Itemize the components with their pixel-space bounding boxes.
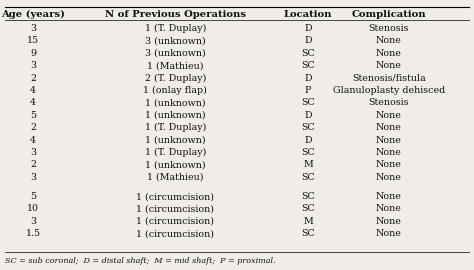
Text: D: D — [304, 73, 312, 83]
Text: 3: 3 — [30, 61, 36, 70]
Text: 3 (unknown): 3 (unknown) — [145, 49, 206, 58]
Text: 3 (unknown): 3 (unknown) — [145, 36, 206, 45]
Text: 2: 2 — [30, 160, 36, 170]
Text: 4: 4 — [30, 86, 36, 95]
Text: Glanuloplasty dehisced: Glanuloplasty dehisced — [333, 86, 445, 95]
Text: None: None — [376, 217, 401, 226]
Text: SC: SC — [301, 173, 315, 182]
Text: 1 (T. Duplay): 1 (T. Duplay) — [145, 123, 206, 132]
Text: None: None — [376, 148, 401, 157]
Text: SC: SC — [301, 123, 315, 132]
Text: None: None — [376, 204, 401, 214]
Text: SC: SC — [301, 98, 315, 107]
Text: 2 (T. Duplay): 2 (T. Duplay) — [145, 73, 206, 83]
Text: None: None — [376, 136, 401, 145]
Text: 1 (Mathieu): 1 (Mathieu) — [147, 173, 204, 182]
Text: SC: SC — [301, 49, 315, 58]
Text: P: P — [305, 86, 311, 95]
Text: None: None — [376, 111, 401, 120]
Text: 1 (circumcision): 1 (circumcision) — [137, 229, 214, 238]
Text: 1 (T. Duplay): 1 (T. Duplay) — [145, 24, 206, 33]
Text: 1.5: 1.5 — [26, 229, 41, 238]
Text: None: None — [376, 173, 401, 182]
Text: 3: 3 — [30, 217, 36, 226]
Text: 1 (unknown): 1 (unknown) — [145, 160, 206, 170]
Text: SC: SC — [301, 148, 315, 157]
Text: 2: 2 — [30, 73, 36, 83]
Text: 3: 3 — [30, 24, 36, 33]
Text: None: None — [376, 160, 401, 170]
Text: None: None — [376, 192, 401, 201]
Text: 15: 15 — [27, 36, 39, 45]
Text: 2: 2 — [30, 123, 36, 132]
Text: 1 (circumcision): 1 (circumcision) — [137, 204, 214, 214]
Text: 4: 4 — [30, 98, 36, 107]
Text: 1 (circumcision): 1 (circumcision) — [137, 217, 214, 226]
Text: None: None — [376, 49, 401, 58]
Text: D: D — [304, 24, 312, 33]
Text: None: None — [376, 229, 401, 238]
Text: SC: SC — [301, 229, 315, 238]
Text: 10: 10 — [27, 204, 39, 214]
Text: Stenosis: Stenosis — [368, 24, 409, 33]
Text: Age (years): Age (years) — [1, 10, 65, 19]
Text: M: M — [303, 217, 313, 226]
Text: N of Previous Operations: N of Previous Operations — [105, 10, 246, 19]
Text: SC = sub coronal;  D = distal shaft;  M = mid shaft;  P = proximal.: SC = sub coronal; D = distal shaft; M = … — [5, 257, 275, 265]
Text: 1 (unknown): 1 (unknown) — [145, 98, 206, 107]
Text: SC: SC — [301, 192, 315, 201]
Text: D: D — [304, 36, 312, 45]
Text: SC: SC — [301, 61, 315, 70]
Text: 9: 9 — [30, 49, 36, 58]
Text: 1 (onlay flap): 1 (onlay flap) — [144, 86, 207, 95]
Text: 3: 3 — [30, 173, 36, 182]
Text: Stenosis/fistula: Stenosis/fistula — [352, 73, 426, 83]
Text: 5: 5 — [30, 192, 36, 201]
Text: 1 (unknown): 1 (unknown) — [145, 111, 206, 120]
Text: 3: 3 — [30, 148, 36, 157]
Text: 1 (T. Duplay): 1 (T. Duplay) — [145, 148, 206, 157]
Text: 5: 5 — [30, 111, 36, 120]
Text: 1 (Mathieu): 1 (Mathieu) — [147, 61, 204, 70]
Text: 1 (unknown): 1 (unknown) — [145, 136, 206, 145]
Text: SC: SC — [301, 204, 315, 214]
Text: Complication: Complication — [351, 10, 426, 19]
Text: D: D — [304, 111, 312, 120]
Text: 4: 4 — [30, 136, 36, 145]
Text: None: None — [376, 123, 401, 132]
Text: Location: Location — [284, 10, 332, 19]
Text: 1 (circumcision): 1 (circumcision) — [137, 192, 214, 201]
Text: D: D — [304, 136, 312, 145]
Text: None: None — [376, 61, 401, 70]
Text: None: None — [376, 36, 401, 45]
Text: Stenosis: Stenosis — [368, 98, 409, 107]
Text: M: M — [303, 160, 313, 170]
